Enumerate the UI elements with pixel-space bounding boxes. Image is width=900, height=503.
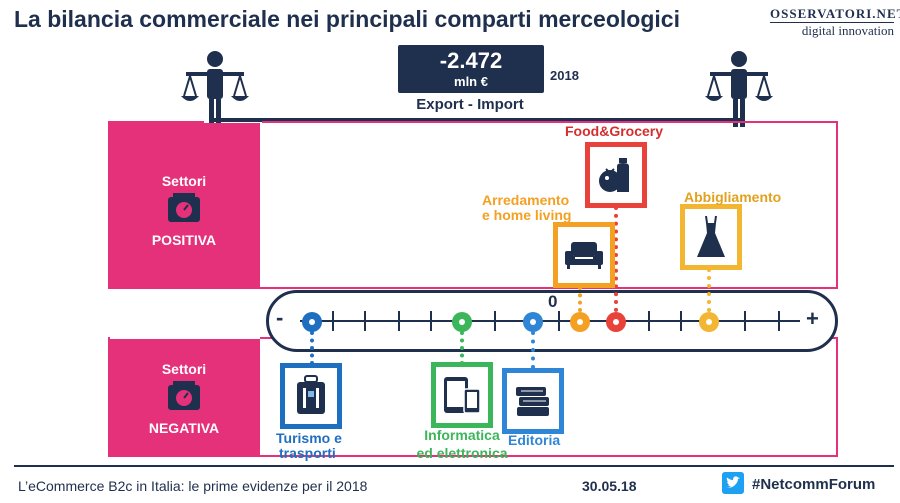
negative-panel-sign: NEGATIVA [148, 420, 220, 436]
axis-tick [430, 311, 432, 331]
scale-beam [214, 118, 740, 122]
balance-year: 2018 [550, 68, 579, 83]
connector-turismo [310, 331, 314, 365]
osservatori-logo: OSSERVATORI.NET digital innovation [770, 6, 900, 39]
axis-tick [398, 311, 400, 331]
dot-arredamento [570, 312, 590, 332]
category-label-editoria: Editoria [508, 432, 561, 448]
axis-plus-label: + [806, 306, 819, 331]
page-title: La bilancia commerciale nei principali c… [14, 6, 680, 32]
axis-tick [648, 311, 650, 331]
connector-arredamento [578, 286, 582, 312]
positive-panel: Settori POSITIVA [108, 123, 260, 289]
luggage-icon [297, 375, 325, 414]
connector-food [614, 206, 618, 312]
weighing-scale-icon [168, 381, 200, 410]
connector-abbigliamento [707, 268, 711, 312]
category-label-informatica: Informatica ed elettronica [416, 427, 508, 461]
dot-abbigliamento [699, 312, 719, 332]
connector-informatica [460, 331, 464, 365]
category-label-arredamento: Arredamento e home living [482, 192, 572, 223]
category-label-abbigliamento: Abbigliamento [684, 189, 782, 205]
footer-date: 30.05.18 [582, 478, 637, 494]
category-box-arredamento [553, 222, 615, 288]
category-box-informatica [431, 362, 493, 428]
category-label-turismo: Turismo e trasporti [276, 430, 342, 461]
axis-tick [778, 311, 780, 331]
balance-value-box: -2.472 mln € [398, 45, 544, 93]
connector-editoria [531, 331, 535, 369]
negative-panel-label: Settori [161, 361, 207, 377]
devices-icon [444, 377, 481, 414]
category-box-turismo [280, 363, 342, 429]
category-box-editoria [502, 368, 564, 434]
axis-tick [494, 311, 496, 331]
dot-editoria [523, 312, 543, 332]
positive-panel-sign: POSITIVA [151, 232, 217, 248]
axis-minus-label: - [276, 305, 284, 330]
sofa-icon [565, 242, 603, 269]
axis-tick [558, 311, 560, 331]
dress-icon [697, 215, 725, 257]
books-icon [516, 387, 549, 416]
axis-tick [680, 311, 682, 331]
positive-frame-top-right [262, 121, 838, 123]
balance-unit: mln € [454, 74, 488, 89]
balance-value: -2.472 [439, 48, 503, 73]
balance-person-left-icon [181, 51, 249, 127]
dot-turismo [302, 312, 322, 332]
footer-title: L’eCommerce B2c in Italia: le prime evid… [18, 478, 368, 494]
positive-frame-top [108, 121, 204, 123]
category-label-food: Food&Grocery [565, 123, 664, 139]
negative-panel: Settori NEGATIVA [108, 339, 260, 457]
axis-zero-label: 0 [548, 292, 558, 311]
axis-line [300, 320, 800, 322]
axis-tick [364, 311, 366, 331]
weighing-scale-icon [168, 193, 200, 222]
grocery-icon [599, 158, 629, 192]
positive-panel-label: Settori [161, 173, 207, 189]
category-box-abbigliamento [680, 204, 742, 270]
footer-divider [14, 465, 894, 467]
export-import-label: Export - Import [416, 96, 524, 113]
dot-food [606, 312, 626, 332]
axis-tick [332, 311, 334, 331]
category-box-food [585, 142, 647, 208]
dot-informatica [452, 312, 472, 332]
balance-person-right-icon [705, 51, 773, 127]
logo-top: OSSERVATORI.NET [770, 6, 900, 21]
footer-hashtag: #NetcommForum [752, 476, 876, 493]
twitter-icon [722, 472, 744, 494]
axis-tick [744, 311, 746, 331]
logo-bottom: digital innovation [770, 22, 894, 39]
